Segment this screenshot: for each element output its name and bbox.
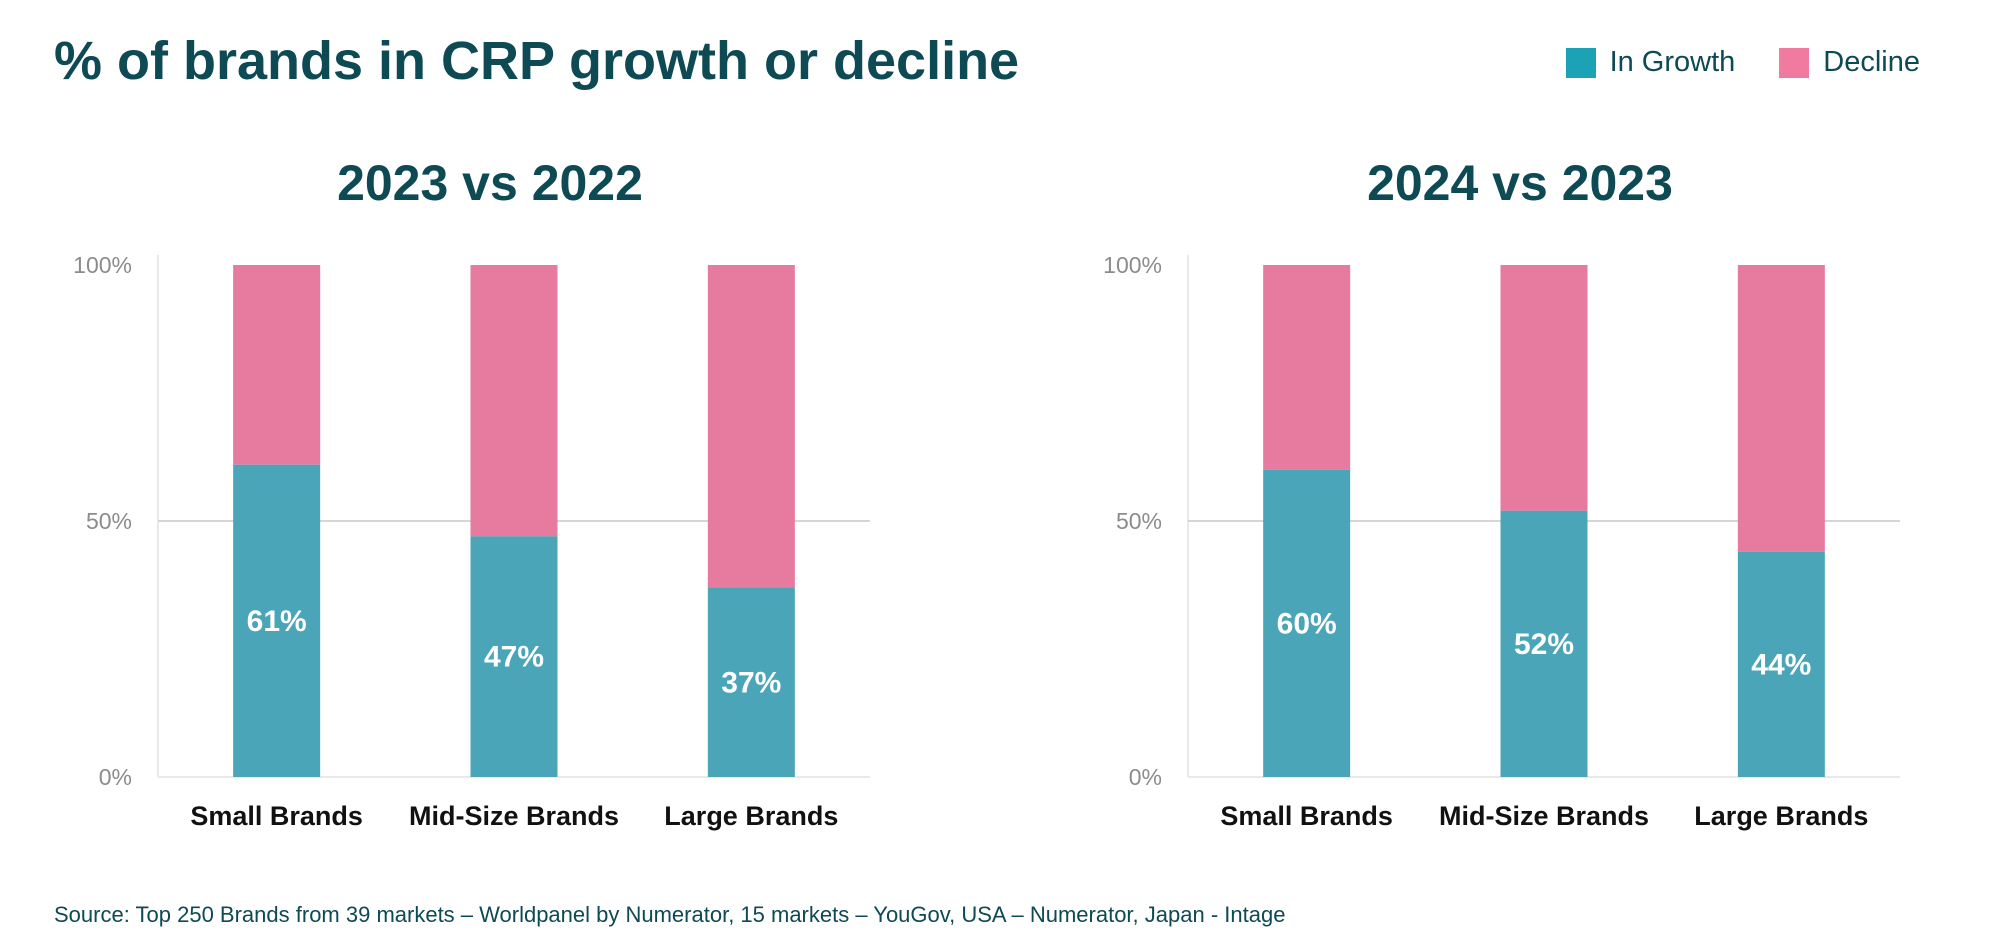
chart-title-2023: 2023 vs 2022 — [337, 155, 643, 211]
bar-growth-small-brands — [1263, 469, 1351, 777]
x-tick-label-small-brands: Small Brands — [190, 801, 363, 831]
legend-item-decline: Decline — [1779, 46, 1920, 79]
legend-swatch-growth — [1565, 47, 1596, 78]
x-tick-label-mid-size-brands: Mid-Size Brands — [409, 801, 619, 831]
chart-svg-2024: 0% 50% 100% 60% Small Brands 52% Mid-Size Bran… — [1103, 252, 1900, 831]
data-label-mid-size-brands: 47% — [484, 641, 544, 674]
legend-item-growth: In Growth — [1565, 46, 1736, 79]
bar-decline-small-brands — [1263, 265, 1351, 470]
bar-growth-small-brands — [233, 464, 321, 777]
bar-decline-mid-size-brands — [1500, 265, 1588, 511]
bar-growth-mid-size-brands — [1500, 510, 1588, 777]
data-label-large-brands: 37% — [721, 666, 781, 699]
bar-decline-large-brands — [707, 265, 795, 588]
chart-svg-2023: 0% 50% 100% 61% Small Brands 47% Mid-Size Bran… — [73, 252, 870, 831]
y-tick-label: 100% — [1103, 252, 1162, 278]
page-title: % of brands in CRP growth or decline — [54, 31, 1020, 91]
data-label-small-brands: 61% — [247, 605, 307, 638]
legend-swatch-decline — [1779, 47, 1810, 78]
y-tick-label: 0% — [1129, 764, 1162, 790]
bar-decline-large-brands — [1737, 265, 1825, 552]
y-tick-label: 50% — [86, 508, 132, 534]
x-tick-label-small-brands: Small Brands — [1220, 801, 1393, 831]
x-tick-label-large-brands: Large Brands — [1694, 801, 1868, 831]
bar-decline-small-brands — [233, 265, 321, 465]
x-tick-label-large-brands: Large Brands — [664, 801, 838, 831]
legend-label-decline: Decline — [1823, 46, 1920, 78]
chart-legend: In Growth Decline — [1565, 46, 1920, 79]
source-note: Source: Top 250 Brands from 39 markets –… — [54, 902, 1286, 927]
y-tick-label: 100% — [73, 252, 132, 278]
chart-panel-2023: 2023 vs 2022 0% 50% 100% 61% Small Brands 47%… — [40, 140, 940, 840]
x-tick-label-mid-size-brands: Mid-Size Brands — [1439, 801, 1649, 831]
bar-growth-mid-size-brands — [470, 536, 558, 777]
data-label-large-brands: 44% — [1751, 648, 1811, 681]
data-label-small-brands: 60% — [1277, 607, 1337, 640]
chart-panel-2024: 2024 vs 2023 0% 50% 100% 60% Small Brands 52%… — [1070, 140, 1970, 840]
bar-decline-mid-size-brands — [470, 265, 558, 537]
legend-label-growth: In Growth — [1609, 46, 1736, 78]
bar-growth-large-brands — [707, 587, 795, 777]
y-tick-label: 50% — [1116, 508, 1162, 534]
bar-growth-large-brands — [1737, 551, 1825, 777]
data-label-mid-size-brands: 52% — [1514, 628, 1574, 661]
y-tick-label: 0% — [99, 764, 132, 790]
chart-title-2024: 2024 vs 2023 — [1367, 155, 1673, 211]
